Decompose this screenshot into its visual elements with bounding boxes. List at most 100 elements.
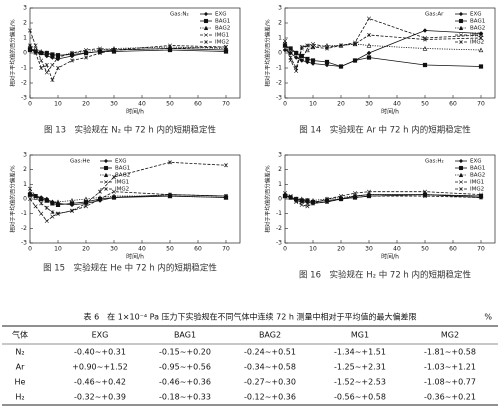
- y-axis-label: 相对于平均值的百分偏差/%: [9, 165, 17, 233]
- table-unit: %: [484, 313, 492, 322]
- data-point: [305, 201, 310, 206]
- data-point: [478, 47, 484, 53]
- x-axis-label: 时间/h: [126, 108, 144, 116]
- y-tick-label: -3: [276, 95, 282, 102]
- legend-marker: [459, 40, 463, 44]
- legend-label: BAG1: [470, 166, 485, 172]
- x-tick-label: 10: [54, 101, 62, 108]
- data-point: [422, 62, 428, 68]
- x-tick-label: 50: [421, 101, 429, 108]
- data-point: [97, 46, 103, 51]
- data-point: [111, 47, 117, 53]
- data-point: [299, 44, 304, 50]
- chart-caption: 图 16 实验规在 H₂ 中 72 h 内的短期稳定性: [299, 270, 472, 281]
- data-point: [167, 160, 173, 165]
- data-point: [33, 204, 38, 209]
- data-point: [293, 50, 299, 56]
- x-axis-label: 时间/h: [381, 253, 399, 261]
- x-tick-label: 30: [365, 101, 373, 108]
- data-point: [305, 204, 310, 209]
- data-point: [299, 202, 304, 207]
- data-point: [50, 77, 55, 83]
- data-point: [44, 218, 49, 224]
- data-point: [33, 43, 38, 48]
- data-point: [69, 58, 75, 63]
- table-header: BAG2: [259, 331, 281, 340]
- y-tick-label: 0: [23, 50, 27, 57]
- data-point: [111, 189, 117, 194]
- x-tick-label: 0: [283, 101, 287, 108]
- table-cell: -0.95~+0.56: [159, 363, 211, 372]
- data-point: [83, 201, 89, 206]
- y-tick-label: -3: [21, 240, 27, 247]
- chart-caption: 图 13 实验规在 N₂ 中 72 h 内的短期稳定性: [44, 125, 216, 136]
- data-point: [310, 201, 316, 206]
- table-header: MG1: [351, 331, 369, 340]
- data-point: [338, 194, 344, 199]
- table-cell: -0.36~+0.21: [424, 393, 476, 402]
- data-point: [366, 189, 372, 194]
- legend-label: IMG1: [470, 180, 484, 186]
- data-point: [366, 43, 372, 48]
- legend-marker: [458, 18, 464, 24]
- table-cell: +0.90~+1.52: [72, 363, 128, 372]
- legend-label: EXG: [470, 12, 482, 18]
- y-tick-label: -3: [276, 240, 282, 247]
- data-point: [111, 174, 117, 180]
- x-tick-label: 20: [337, 246, 345, 253]
- data-point: [33, 194, 38, 199]
- data-point: [27, 28, 33, 33]
- annotation: Gas:H₂: [425, 159, 444, 165]
- chart-caption: 图 14 实验规在 Ar 中 72 h 内的短期稳定性: [299, 125, 471, 136]
- y-tick-label: -1: [276, 210, 282, 217]
- table-cell: -1.03~+1.21: [424, 363, 476, 372]
- data-point: [111, 193, 117, 199]
- x-tick-label: 50: [166, 101, 174, 108]
- data-point: [422, 37, 428, 42]
- y-tick-label: 2: [278, 20, 282, 27]
- data-point: [366, 194, 372, 199]
- x-tick-label: 70: [477, 246, 485, 253]
- data-point: [223, 44, 229, 50]
- data-point: [38, 49, 44, 54]
- x-tick-label: 0: [28, 246, 32, 253]
- data-point: [50, 210, 55, 215]
- data-point: [44, 50, 50, 56]
- legend-marker: [204, 40, 208, 44]
- data-point: [294, 68, 299, 74]
- data-point: [299, 199, 304, 204]
- data-point: [422, 28, 428, 33]
- data-point: [338, 196, 344, 202]
- data-point: [83, 204, 89, 209]
- data-point: [422, 46, 428, 51]
- x-tick-label: 0: [283, 246, 287, 253]
- y-tick-label: 1: [23, 35, 27, 42]
- data-point: [83, 196, 89, 202]
- legend-marker: [203, 18, 209, 24]
- y-tick-label: 2: [23, 20, 27, 27]
- data-point: [310, 58, 316, 63]
- y-tick-label: -2: [276, 80, 282, 87]
- data-point: [44, 205, 49, 210]
- legend-label: IMG2: [470, 40, 484, 46]
- table-header: MG2: [441, 331, 459, 340]
- legend-marker: [203, 25, 209, 31]
- data-point: [422, 189, 428, 194]
- data-point: [97, 189, 103, 194]
- table-cell: -0.34~+0.58: [244, 363, 296, 372]
- legend-label: BAG1: [115, 166, 130, 172]
- table-cell: -1.08~+0.77: [424, 378, 476, 387]
- data-point: [288, 55, 293, 60]
- y-axis-label: 相对于平均值的百分偏差/%: [264, 165, 272, 233]
- legend-label: BAG1: [215, 19, 230, 25]
- data-point: [338, 43, 344, 48]
- table-cell: -0.46~+0.36: [159, 378, 211, 387]
- data-point: [366, 32, 372, 38]
- y-tick-label: 3: [23, 5, 27, 12]
- x-tick-label: 40: [393, 246, 401, 253]
- data-point: [44, 62, 49, 68]
- series-line: [284, 34, 482, 70]
- y-axis-label: 相对于平均值的百分偏差/%: [9, 19, 17, 87]
- y-tick-label: 3: [278, 152, 282, 159]
- legend-marker: [458, 11, 464, 17]
